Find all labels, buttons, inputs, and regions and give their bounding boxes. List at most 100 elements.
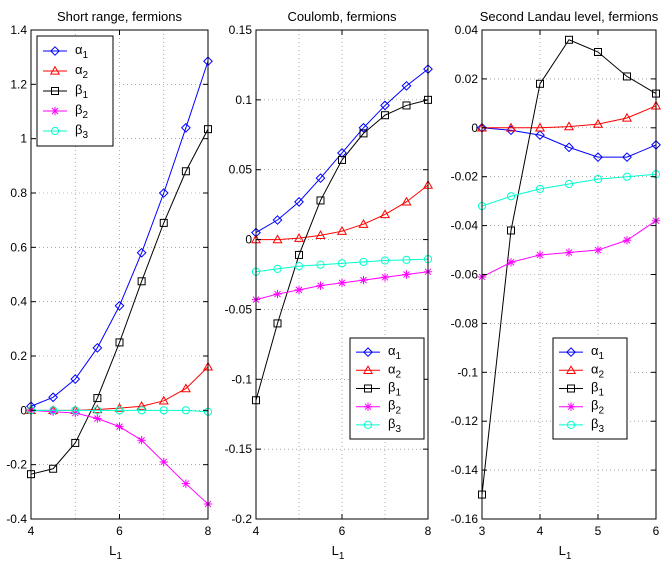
legend-label: α2 xyxy=(591,361,605,380)
data-point xyxy=(137,406,146,415)
data-point xyxy=(294,262,304,271)
legend-item: α2 xyxy=(43,62,89,81)
y-tick-label: 0.2 xyxy=(10,349,27,363)
series-line-5 xyxy=(481,173,657,207)
series-β1 xyxy=(252,95,432,405)
legend-marker xyxy=(567,384,575,393)
data-point xyxy=(506,258,516,267)
y-tick-label: -0.16 xyxy=(451,512,479,526)
y-tick-label: 0 xyxy=(471,121,478,135)
data-point xyxy=(380,100,390,111)
data-point xyxy=(180,122,191,133)
legend-item: α1 xyxy=(356,343,402,362)
data-point xyxy=(273,264,282,274)
x-tick-label: 6 xyxy=(339,524,346,538)
x-tick-label: 6 xyxy=(116,524,123,538)
x-tick-label: 3 xyxy=(479,524,486,538)
x-tick-label: 6 xyxy=(653,524,660,538)
series-line-5 xyxy=(255,258,429,273)
data-point xyxy=(92,404,103,414)
legend-label: β3 xyxy=(591,416,604,435)
y-tick-label: -0.05 xyxy=(225,302,253,316)
legend-item: β1 xyxy=(559,380,604,399)
data-point xyxy=(623,72,631,81)
data-point xyxy=(136,401,147,410)
data-point xyxy=(273,289,282,299)
legend-item: β3 xyxy=(43,122,88,141)
data-point xyxy=(506,192,516,201)
data-point xyxy=(294,285,304,295)
y-tick-label: 1.4 xyxy=(10,23,27,37)
legend-item: β2 xyxy=(559,398,604,417)
legend-label: β1 xyxy=(388,380,401,399)
data-point xyxy=(594,48,602,57)
data-point xyxy=(315,230,326,240)
data-point xyxy=(159,457,168,467)
data-point xyxy=(315,173,326,184)
data-point xyxy=(48,407,58,416)
legend-label: β2 xyxy=(591,398,604,417)
data-point xyxy=(337,148,347,158)
data-point xyxy=(563,121,575,131)
data-point xyxy=(316,281,325,290)
y-tick-label: -0.4 xyxy=(6,512,27,526)
legend-marker xyxy=(364,384,372,393)
y-tick-label: 0 xyxy=(20,403,27,417)
x-tick-label: 4 xyxy=(253,524,260,538)
x-tick-label: 8 xyxy=(205,524,212,538)
series-β3 xyxy=(26,406,213,416)
series-line-1 xyxy=(30,61,209,407)
data-point xyxy=(381,111,389,120)
y-tick-label: -0.08 xyxy=(451,316,479,330)
data-point xyxy=(181,406,190,415)
legend-item: β2 xyxy=(43,102,88,121)
y-tick-label: -0.1 xyxy=(231,372,252,386)
y-tick-label: -0.04 xyxy=(451,219,479,233)
legend-marker xyxy=(566,347,576,358)
data-point xyxy=(158,188,169,198)
data-point xyxy=(401,196,412,206)
data-point xyxy=(70,374,81,384)
data-point xyxy=(48,392,59,403)
data-point xyxy=(402,101,411,110)
legend-label: β3 xyxy=(388,416,401,435)
data-point xyxy=(507,226,515,235)
data-point xyxy=(181,479,191,488)
data-point xyxy=(336,225,348,235)
legend-label: β2 xyxy=(388,398,401,417)
data-point xyxy=(93,394,102,403)
series-line-3 xyxy=(30,128,209,475)
series-line-2 xyxy=(482,105,657,129)
data-point xyxy=(295,250,303,259)
data-point xyxy=(180,383,191,393)
series-line-5 xyxy=(31,409,209,413)
data-point xyxy=(565,35,573,44)
data-point xyxy=(115,406,124,415)
y-tick-label: 0.04 xyxy=(455,23,479,37)
legend-label: α2 xyxy=(75,62,89,81)
legend-label: β2 xyxy=(75,102,88,121)
x-axis-label: L1 xyxy=(332,543,345,562)
legend-label: β1 xyxy=(75,82,88,101)
series-line-3 xyxy=(481,39,657,495)
data-point xyxy=(273,319,282,328)
series-α1 xyxy=(26,56,213,412)
data-point xyxy=(535,184,545,194)
legend-item: α1 xyxy=(559,343,605,362)
data-point xyxy=(338,155,346,164)
data-point xyxy=(358,122,369,133)
data-point xyxy=(337,278,347,288)
legend-item: β1 xyxy=(356,380,401,399)
data-point xyxy=(158,395,169,405)
legend-marker xyxy=(50,46,60,56)
data-point xyxy=(402,270,411,279)
legend-label: α2 xyxy=(388,361,402,380)
legend-item: α2 xyxy=(559,361,605,380)
legend-item: β1 xyxy=(43,82,88,101)
y-tick-label: 0.15 xyxy=(229,23,253,37)
series-line-2 xyxy=(256,184,429,241)
chart-3: -0.16 -0.14 -0.12 -0.1 -0.08 -0.06 -0.04 -0.02 0… xyxy=(451,9,662,562)
chart-title: Short range, fermions xyxy=(57,9,183,24)
